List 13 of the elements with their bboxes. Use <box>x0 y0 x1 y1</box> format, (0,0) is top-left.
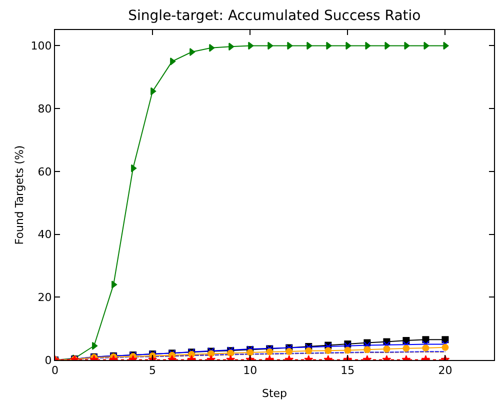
y-tick-label: 0 <box>44 354 52 367</box>
y-axis-title: Found Targets (%) <box>13 145 26 245</box>
x-tick-label: 15 <box>340 364 355 378</box>
x-tick-label: 10 <box>243 364 258 378</box>
y-tick-label: 60 <box>38 165 52 178</box>
y-tick-label: 20 <box>38 290 52 304</box>
y-tick-label: 80 <box>38 102 52 116</box>
x-tick-label: 20 <box>438 364 452 378</box>
chart-title: Single-target: Accumulated Success Ratio <box>128 8 421 24</box>
y-tick-label: 100 <box>30 40 52 53</box>
x-axis-title: Step <box>262 387 288 400</box>
x-tick-label: 5 <box>149 364 156 378</box>
y-tick-label: 40 <box>38 228 52 242</box>
